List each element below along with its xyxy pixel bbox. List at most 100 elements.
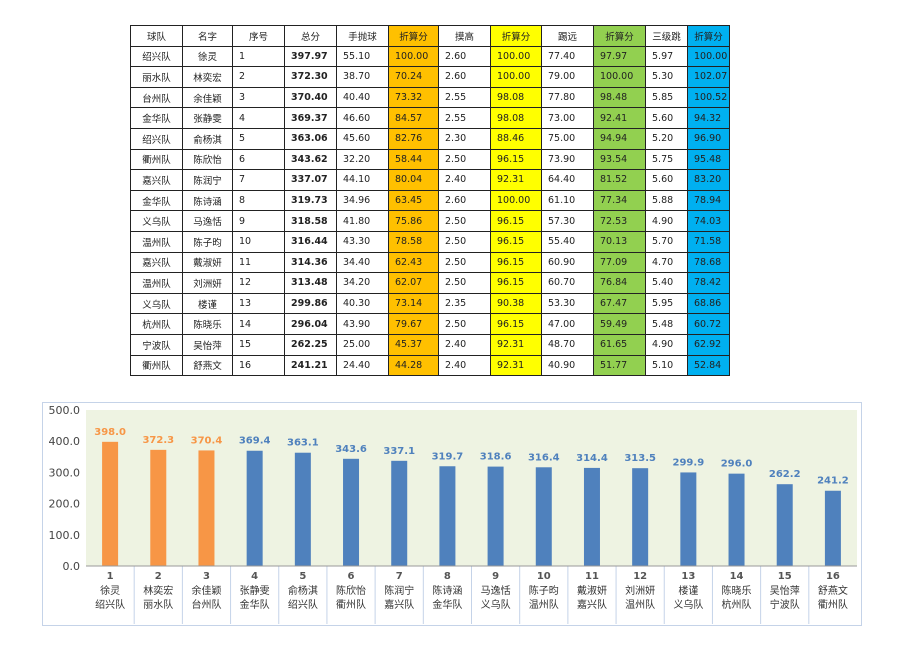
category-team: 衢州队 (336, 598, 366, 611)
category-name: 楼谨 (678, 584, 698, 597)
table-cell: 100.00 (490, 66, 542, 88)
category-rank: 9 (492, 571, 499, 582)
table-cell: 96.15 (490, 148, 542, 171)
table-cell: 74.03 (687, 210, 730, 232)
table-cell: 52.84 (687, 354, 730, 377)
table-cell: 68.86 (687, 292, 730, 315)
table-cell: 5.10 (645, 354, 688, 377)
table-cell: 金华队 (130, 107, 183, 129)
table-cell: 杭州队 (130, 313, 183, 335)
table-cell: 13 (232, 292, 285, 315)
table-cell: 96.15 (490, 251, 542, 274)
bar-value-label: 363.1 (287, 438, 319, 449)
table-row: 嘉兴队 戴淑妍 11 314.36 34.40 62.43 2.50 96.15 60.90 77… (130, 251, 730, 274)
category-name: 刘洲妍 (625, 584, 655, 597)
category-rank: 5 (299, 571, 306, 582)
table-cell: 14 (232, 313, 285, 335)
table-cell: 316.44 (284, 230, 337, 253)
bar-value-label: 314.4 (576, 453, 608, 464)
category-name: 吴怡萍 (770, 584, 800, 597)
table-cell: 57.30 (541, 210, 594, 232)
bar-value-label: 319.7 (432, 451, 464, 462)
table-cell: 嘉兴队 (130, 251, 183, 274)
bar (391, 460, 408, 566)
table-cell: 楼谨 (182, 292, 233, 315)
table-cell: 刘洲妍 (182, 272, 233, 294)
table-cell: 53.30 (541, 292, 594, 315)
bar-value-label: 370.4 (191, 435, 223, 446)
table-row: 绍兴队 徐灵 1 397.97 55.10 100.00 2.60 100.00 77.40 97… (130, 45, 730, 68)
bar-value-label: 372.3 (142, 435, 174, 446)
table-cell: 16 (232, 354, 285, 377)
table-cell: 64.40 (541, 169, 594, 191)
table-cell: 2.40 (438, 169, 491, 191)
category-rank: 10 (537, 571, 551, 582)
table-cell: 40.40 (336, 86, 389, 109)
bar-value-label: 398.0 (94, 427, 126, 438)
category-name: 陈欣怡 (336, 584, 366, 597)
table-cell: 73.00 (541, 107, 594, 129)
table-cell: 262.25 (284, 333, 337, 356)
category-rank: 4 (251, 571, 258, 582)
category-team: 温州队 (529, 598, 559, 611)
table-cell: 12 (232, 272, 285, 294)
table-cell: 2.50 (438, 272, 491, 294)
table-cell: 77.34 (593, 189, 646, 212)
table-cell: 陈欣怡 (182, 148, 233, 171)
table-cell: 60.90 (541, 251, 594, 274)
table-cell: 2.60 (438, 45, 491, 68)
table-cell: 88.46 (490, 127, 542, 150)
table-cell: 44.10 (336, 169, 389, 191)
category-name: 陈诗涵 (432, 584, 462, 597)
bar-value-label: 296.0 (721, 459, 753, 470)
table-cell: 313.48 (284, 272, 337, 294)
table-cell: 7 (232, 169, 285, 191)
header-cell: 踢远 (541, 25, 594, 47)
table-cell: 义乌队 (130, 210, 183, 232)
table-cell: 3 (232, 86, 285, 109)
table-cell: 84.57 (388, 107, 439, 129)
table-cell: 78.42 (687, 272, 730, 294)
table-cell: 43.90 (336, 313, 389, 335)
table-cell: 陈润宁 (182, 169, 233, 191)
category-team: 丽水队 (143, 598, 173, 611)
category-rank: 7 (396, 571, 403, 582)
category-team: 台州队 (191, 598, 221, 611)
table-cell: 80.04 (388, 169, 439, 191)
category-name: 张静雯 (240, 584, 270, 597)
header-cell: 名字 (182, 25, 233, 47)
table-body: 绍兴队 徐灵 1 397.97 55.10 100.00 2.60 100.00 77.40 97… (130, 45, 730, 377)
table-row: 金华队 张静雯 4 369.37 46.60 84.57 2.55 98.08 73.00 92.… (130, 107, 730, 129)
table-cell: 77.80 (541, 86, 594, 109)
bar (632, 468, 649, 566)
table-cell: 95.48 (687, 148, 730, 171)
category-team: 义乌队 (481, 598, 511, 611)
table-cell: 温州队 (130, 230, 183, 253)
table-cell: 61.65 (593, 333, 646, 356)
table-cell: 4.90 (645, 210, 688, 232)
table-cell: 343.62 (284, 148, 337, 171)
table-cell: 2.50 (438, 148, 491, 171)
table-cell: 51.77 (593, 354, 646, 377)
table-cell: 2 (232, 66, 285, 88)
table-cell: 97.97 (593, 45, 646, 68)
category-team: 杭州队 (722, 598, 752, 611)
table-cell: 2.60 (438, 189, 491, 212)
category-rank: 16 (826, 571, 840, 582)
category-team: 绍兴队 (95, 598, 125, 611)
table-cell: 2.35 (438, 292, 491, 315)
category-rank: 8 (444, 571, 451, 582)
table-row: 嘉兴队 陈润宁 7 337.07 44.10 80.04 2.40 92.31 64.40 81.… (130, 169, 730, 191)
table-cell: 金华队 (130, 189, 183, 212)
table-cell: 5.40 (645, 272, 688, 294)
table-cell: 38.70 (336, 66, 389, 88)
table-cell: 义乌队 (130, 292, 183, 315)
table-cell: 73.90 (541, 148, 594, 171)
header-cell: 手抛球 (336, 25, 389, 47)
header-cell: 折算分 (593, 25, 646, 47)
table-cell: 5.75 (645, 148, 688, 171)
y-tick-label: 400.0 (49, 435, 81, 448)
bar (776, 484, 793, 566)
header-cell: 三级跳 (645, 25, 688, 47)
